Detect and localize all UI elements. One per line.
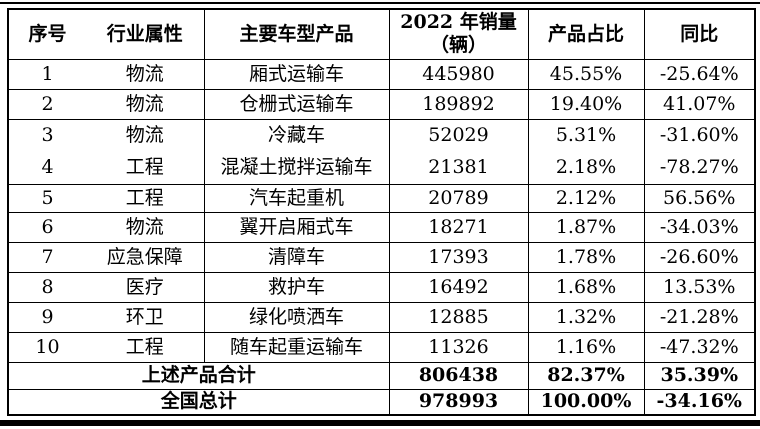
cell-sales: 11326 <box>388 331 529 363</box>
table-row: 7 应急保障 清障车 17393 1.78% -26.60% <box>7 241 756 273</box>
cell-share: 1.68% <box>527 271 645 303</box>
cell-industry: 物流 <box>86 211 205 243</box>
cell-seq: 1 <box>7 58 86 90</box>
cell-yoy: -31.60% <box>643 118 756 151</box>
cell-product: 汽车起重机 <box>203 183 390 213</box>
cell-product: 厢式运输车 <box>203 58 390 90</box>
cell-share: 1.78% <box>527 241 645 273</box>
bottom-rule <box>0 420 760 426</box>
cell-yoy: -34.03% <box>643 211 756 243</box>
cell-yoy: -47.32% <box>643 331 756 363</box>
cell-sales: 445980 <box>388 58 529 90</box>
cell-seq: 6 <box>7 211 86 243</box>
table-row: 6 物流 翼开启厢式车 18271 1.87% -34.03% <box>7 211 756 243</box>
cell-product: 仓栅式运输车 <box>203 88 390 120</box>
cell-sales: 52029 <box>388 118 529 151</box>
cell-seq: 8 <box>7 271 86 303</box>
cell-seq: 9 <box>7 301 86 333</box>
cell-seq: 7 <box>7 241 86 273</box>
cell-product: 混凝土搅拌运输车 <box>203 151 390 185</box>
cell-yoy: -78.27% <box>643 151 756 185</box>
total-sales: 806438 <box>388 361 529 390</box>
table-row: 5 工程 汽车起重机 20789 2.12% 56.56% <box>7 183 756 213</box>
table-header-row: 序号 行业属性 主要车型产品 2022 年销量 （辆） 产品占比 同比 <box>7 8 756 60</box>
cell-seq: 3 <box>7 118 86 151</box>
cell-industry: 物流 <box>86 88 205 120</box>
table-row: 10 工程 随车起重运输车 11326 1.16% -47.32% <box>7 331 756 363</box>
total-label: 上述产品合计 <box>7 361 390 390</box>
cell-seq: 4 <box>7 151 86 185</box>
cell-product: 救护车 <box>203 271 390 303</box>
header-sales-line1: 2022 年销量 <box>400 10 517 33</box>
cell-product: 翼开启厢式车 <box>203 211 390 243</box>
cell-industry: 物流 <box>86 118 205 151</box>
cell-product: 冷藏车 <box>203 118 390 151</box>
cell-sales: 18271 <box>388 211 529 243</box>
cell-share: 2.18% <box>527 151 645 185</box>
header-industry: 行业属性 <box>86 8 205 60</box>
cell-industry: 工程 <box>86 151 205 185</box>
total-yoy: 35.39% <box>643 361 756 390</box>
header-yoy: 同比 <box>643 8 756 60</box>
cell-seq: 5 <box>7 183 86 213</box>
cell-product: 清障车 <box>203 241 390 273</box>
table-row: 3 物流 冷藏车 52029 5.31% -31.60% <box>7 118 756 151</box>
cell-sales: 12885 <box>388 301 529 333</box>
cell-product: 随车起重运输车 <box>203 331 390 363</box>
header-seq: 序号 <box>7 8 86 60</box>
cell-share: 1.87% <box>527 211 645 243</box>
cell-yoy: -26.60% <box>643 241 756 273</box>
cell-product: 绿化喷洒车 <box>203 301 390 333</box>
cell-sales: 20789 <box>388 183 529 213</box>
header-product: 主要车型产品 <box>203 8 390 60</box>
cell-yoy: 56.56% <box>643 183 756 213</box>
header-share: 产品占比 <box>527 8 645 60</box>
cell-industry: 工程 <box>86 183 205 213</box>
table-row: 2 物流 仓栅式运输车 189892 19.40% 41.07% <box>7 88 756 120</box>
header-sales: 2022 年销量 （辆） <box>388 8 529 60</box>
cell-share: 1.16% <box>527 331 645 363</box>
cell-share: 1.32% <box>527 301 645 333</box>
cell-share: 19.40% <box>527 88 645 120</box>
total-sales: 978993 <box>388 388 529 416</box>
total-yoy: -34.16% <box>643 388 756 416</box>
total-share: 100.00% <box>527 388 645 416</box>
cell-share: 5.31% <box>527 118 645 151</box>
vehicle-sales-table: 序号 行业属性 主要车型产品 2022 年销量 （辆） 产品占比 同比 1 物流 … <box>7 8 756 416</box>
total-row-products: 上述产品合计 806438 82.37% 35.39% <box>7 361 756 390</box>
top-rule <box>0 2 760 4</box>
cell-yoy: 41.07% <box>643 88 756 120</box>
cell-sales: 189892 <box>388 88 529 120</box>
cell-yoy: -21.28% <box>643 301 756 333</box>
table-row: 4 工程 混凝土搅拌运输车 21381 2.18% -78.27% <box>7 151 756 185</box>
cell-industry: 环卫 <box>86 301 205 333</box>
cell-industry: 物流 <box>86 58 205 90</box>
cell-yoy: -25.64% <box>643 58 756 90</box>
total-share: 82.37% <box>527 361 645 390</box>
cell-industry: 医疗 <box>86 271 205 303</box>
cell-industry: 工程 <box>86 331 205 363</box>
table-row: 9 环卫 绿化喷洒车 12885 1.32% -21.28% <box>7 301 756 333</box>
cell-sales: 16492 <box>388 271 529 303</box>
table-row: 1 物流 厢式运输车 445980 45.55% -25.64% <box>7 58 756 90</box>
table-row: 8 医疗 救护车 16492 1.68% 13.53% <box>7 271 756 303</box>
cell-yoy: 13.53% <box>643 271 756 303</box>
cell-sales: 21381 <box>388 151 529 185</box>
cell-seq: 10 <box>7 331 86 363</box>
cell-seq: 2 <box>7 88 86 120</box>
cell-share: 45.55% <box>527 58 645 90</box>
total-label: 全国总计 <box>7 388 390 416</box>
cell-share: 2.12% <box>527 183 645 213</box>
total-row-national: 全国总计 978993 100.00% -34.16% <box>7 388 756 416</box>
cell-industry: 应急保障 <box>86 241 205 273</box>
cell-sales: 17393 <box>388 241 529 273</box>
header-sales-line2: （辆） <box>429 34 487 57</box>
